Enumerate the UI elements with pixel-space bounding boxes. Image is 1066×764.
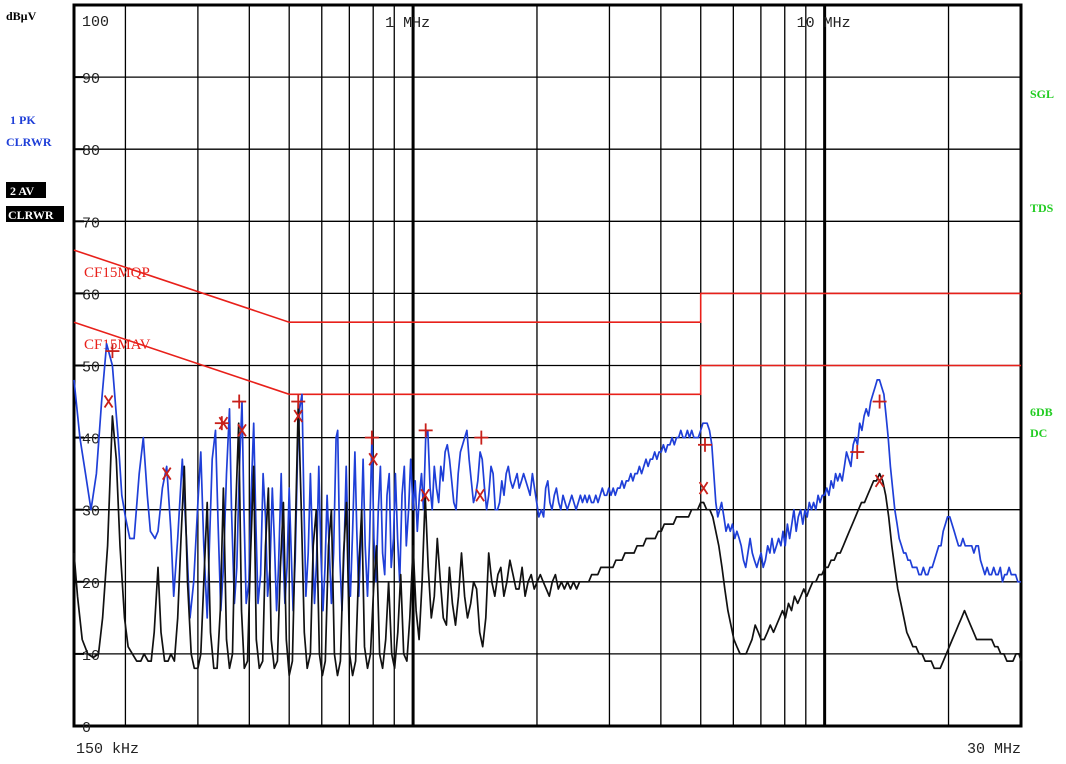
y-tick-label: 40 — [82, 432, 100, 449]
limit-line-CF15MAV — [73, 321, 1021, 396]
peak-marker-plus — [474, 430, 489, 445]
peak-marker-x — [475, 488, 485, 502]
peak-marker-plus — [850, 445, 865, 460]
peak-marker-plus — [872, 394, 887, 409]
unit-label: dBµV — [6, 9, 37, 23]
y-tick-label: 50 — [82, 360, 100, 377]
peak-marker-plus — [105, 344, 120, 359]
trace2-label: 2 AV — [10, 184, 34, 198]
x-axis-label: 150 kHz — [76, 741, 139, 758]
peak-marker-x — [237, 423, 247, 437]
traces — [73, 343, 1022, 677]
peak-marker-x — [218, 416, 229, 430]
status-coupling: DC — [1030, 426, 1047, 440]
x-axis-label: 10 MHz — [797, 15, 851, 32]
peak-marker-plus — [214, 416, 229, 431]
y-tick-label: 0 — [82, 720, 91, 737]
limit-label-CF15MQP: CF15MQP — [84, 265, 150, 281]
peak-marker-x — [293, 409, 304, 423]
peak-marker-plus — [418, 423, 433, 438]
y-tick-label: 20 — [82, 576, 100, 593]
peak-marker-x — [161, 467, 172, 481]
y-tick-label: 80 — [82, 143, 100, 160]
trace-average — [73, 400, 1022, 677]
y-tick-label: 90 — [82, 71, 100, 88]
limit-line-CF15MQP — [73, 249, 1021, 324]
status-tdf: TDS — [1030, 201, 1054, 215]
peak-marker-plus — [232, 394, 247, 409]
peak-marker-plus — [291, 394, 306, 409]
limit-lines: CF15MQP CF15MAV — [73, 249, 1021, 396]
peak-marker-x — [874, 474, 885, 488]
y-tick-label: 30 — [82, 504, 100, 521]
status-att: 6DB — [1030, 405, 1053, 419]
peak-marker-plus — [364, 430, 379, 445]
trace1-label: 1 PK — [10, 113, 36, 127]
y-tick-label: 100 — [82, 14, 109, 31]
trace2-mode: CLRWR — [8, 208, 54, 222]
trace2-label-bg — [6, 182, 46, 198]
peak-marker-x — [368, 452, 378, 466]
status-sgl: SGL — [1030, 87, 1054, 101]
peak-markers — [103, 344, 887, 502]
trace-peak — [73, 343, 1021, 619]
peak-marker-x — [698, 481, 709, 495]
limit-label-CF15MAV: CF15MAV — [84, 337, 151, 353]
peak-marker-x — [420, 488, 430, 502]
y-tick-label: 70 — [82, 215, 100, 232]
x-axis-label: 1 MHz — [385, 15, 430, 32]
x-axis-label: 30 MHz — [967, 741, 1021, 758]
peak-marker-plus — [697, 437, 712, 452]
y-tick-label: 60 — [82, 287, 100, 304]
trace1-mode: CLRWR — [6, 135, 52, 149]
peak-marker-x — [103, 395, 114, 409]
trace2-mode-bg — [6, 206, 64, 222]
